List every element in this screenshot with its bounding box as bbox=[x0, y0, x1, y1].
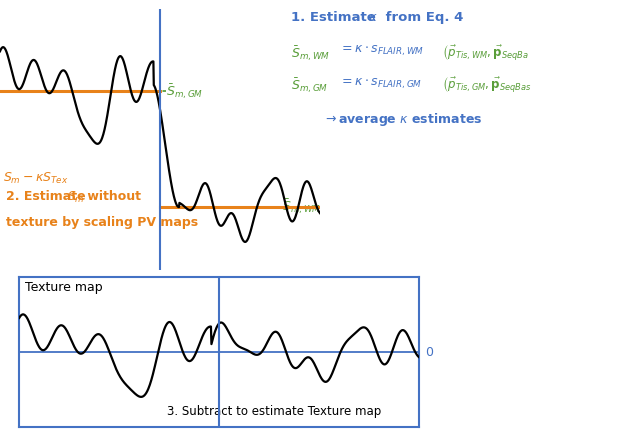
Text: Texture map: Texture map bbox=[25, 281, 103, 294]
Text: texture by scaling PV maps: texture by scaling PV maps bbox=[6, 216, 198, 229]
Text: 2. Estimate: 2. Estimate bbox=[6, 190, 90, 203]
Text: $\bar{S}_{m,WM}$: $\bar{S}_{m,WM}$ bbox=[291, 44, 330, 62]
Text: without: without bbox=[83, 190, 141, 203]
Text: $\left(\vec{p}_{Tis,GM}, \vec{\mathbf{p}}_{SeqBas}\right.$: $\left(\vec{p}_{Tis,GM}, \vec{\mathbf{p}… bbox=[442, 76, 531, 95]
Text: $\bar{S}_{m,WM}$: $\bar{S}_{m,WM}$ bbox=[282, 198, 321, 216]
Text: $\left(\vec{p}_{Tis,WM}, \vec{\mathbf{p}}_{SeqBa}\right.$: $\left(\vec{p}_{Tis,WM}, \vec{\mathbf{p}… bbox=[442, 44, 529, 63]
Text: $\kappa$: $\kappa$ bbox=[368, 11, 378, 24]
Text: 1. Estimate: 1. Estimate bbox=[291, 11, 381, 24]
Text: 3. Subtract to estimate Texture map: 3. Subtract to estimate Texture map bbox=[167, 405, 381, 418]
Text: from Eq. 4: from Eq. 4 bbox=[381, 11, 463, 24]
Text: 0: 0 bbox=[425, 346, 433, 358]
Text: $S_m$: $S_m$ bbox=[67, 190, 85, 205]
Text: $= \kappa \cdot s_{FLAIR,WM}$: $= \kappa \cdot s_{FLAIR,WM}$ bbox=[339, 44, 424, 58]
Text: $\bar{S}_{m,GM}$: $\bar{S}_{m,GM}$ bbox=[291, 76, 328, 95]
Text: $= \kappa \cdot s_{FLAIR,GM}$: $= \kappa \cdot s_{FLAIR,GM}$ bbox=[339, 76, 422, 91]
Text: $\bar{S}_{m,GM}$: $\bar{S}_{m,GM}$ bbox=[166, 82, 204, 101]
Text: $S_m - \kappa S_{Tex}$: $S_m - \kappa S_{Tex}$ bbox=[3, 171, 68, 186]
Text: $\rightarrow$average $\kappa$ estimates: $\rightarrow$average $\kappa$ estimates bbox=[323, 111, 483, 128]
